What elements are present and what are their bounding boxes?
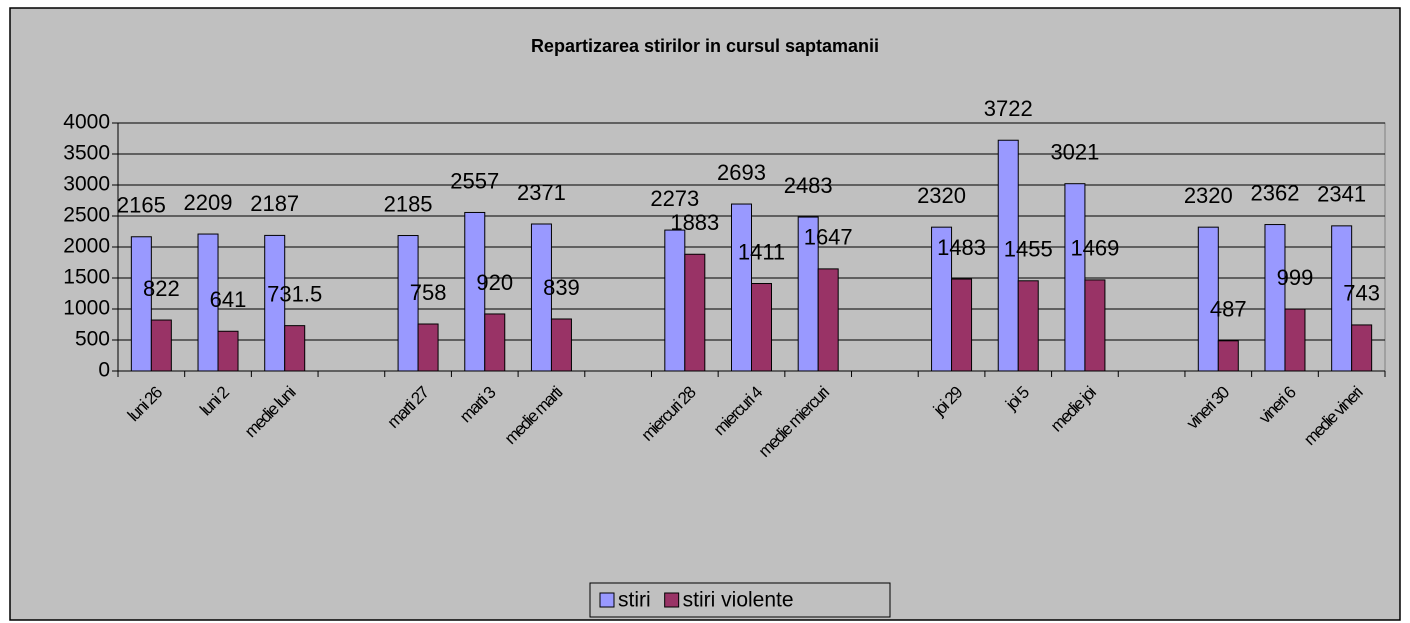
y-tick-label: 1500 [63,266,110,289]
data-label: 2187 [250,191,299,216]
data-label: 999 [1277,265,1314,290]
bar [530,223,552,372]
data-label: 1469 [1070,236,1119,261]
bar [817,268,839,372]
y-tick-label: 2500 [63,204,110,227]
bar [464,211,486,372]
bar [264,234,286,372]
legend-swatch [664,592,680,608]
data-label: 839 [543,275,580,300]
bar [197,233,219,372]
data-label: 641 [210,287,247,312]
y-tick-label: 1000 [63,297,110,320]
y-tick-label: 2000 [63,235,110,258]
data-label: 743 [1343,281,1380,306]
bar [130,236,152,372]
y-tick-label: 4000 [63,111,110,134]
data-label: 1883 [670,210,719,235]
data-label: 758 [410,280,447,305]
data-label: 2557 [450,168,499,193]
bar [1017,280,1039,372]
data-label: 2341 [1317,182,1366,207]
data-label: 2273 [650,186,699,211]
bar [284,325,306,372]
bar [751,283,772,372]
data-label: 2165 [117,193,166,218]
y-tick-label: 3000 [63,173,110,196]
data-label: 2209 [184,190,233,215]
legend-label: stiri violente [683,589,794,612]
y-tick-label: 0 [98,359,110,382]
bar [417,323,439,372]
bar [1351,324,1373,372]
bar [1084,279,1106,372]
bar [951,278,973,372]
bar [1217,340,1239,372]
y-tick-label: 500 [75,328,110,351]
bar [1064,183,1086,372]
y-tick-label: 3500 [63,142,110,165]
bar [397,235,419,372]
data-label: 731.5 [267,281,322,306]
data-label: 2371 [517,180,566,205]
data-label: 2185 [384,191,433,216]
data-label: 920 [476,270,513,295]
bar [550,318,572,372]
bar [684,253,706,372]
data-label: 822 [143,276,180,301]
data-label: 2362 [1250,180,1299,205]
data-label: 2693 [717,160,766,185]
bar [664,229,686,372]
bar [731,203,752,372]
legend-swatch [599,592,615,608]
data-label: 487 [1210,297,1247,322]
bar [1264,224,1286,372]
chart-title: Repartizarea stirilor in cursul saptaman… [531,36,879,56]
data-label: 1411 [738,239,785,264]
data-label: 2320 [1184,183,1233,208]
bar [1284,308,1306,372]
data-label: 1455 [1004,237,1053,262]
bar [1331,225,1353,372]
bar [997,139,1019,372]
legend: stiri stiri violente [589,582,891,618]
bar [1197,226,1219,372]
data-label: 1647 [804,225,853,250]
bar [217,330,239,372]
legend-label: stiri [618,589,651,612]
legend-box [589,582,891,618]
bar [484,313,506,372]
data-label: 1483 [937,235,986,260]
bar [150,319,172,372]
data-label: 2320 [917,183,966,208]
data-label: 3722 [984,96,1033,121]
data-label: 2483 [784,173,833,198]
data-label: 3021 [1050,140,1099,165]
